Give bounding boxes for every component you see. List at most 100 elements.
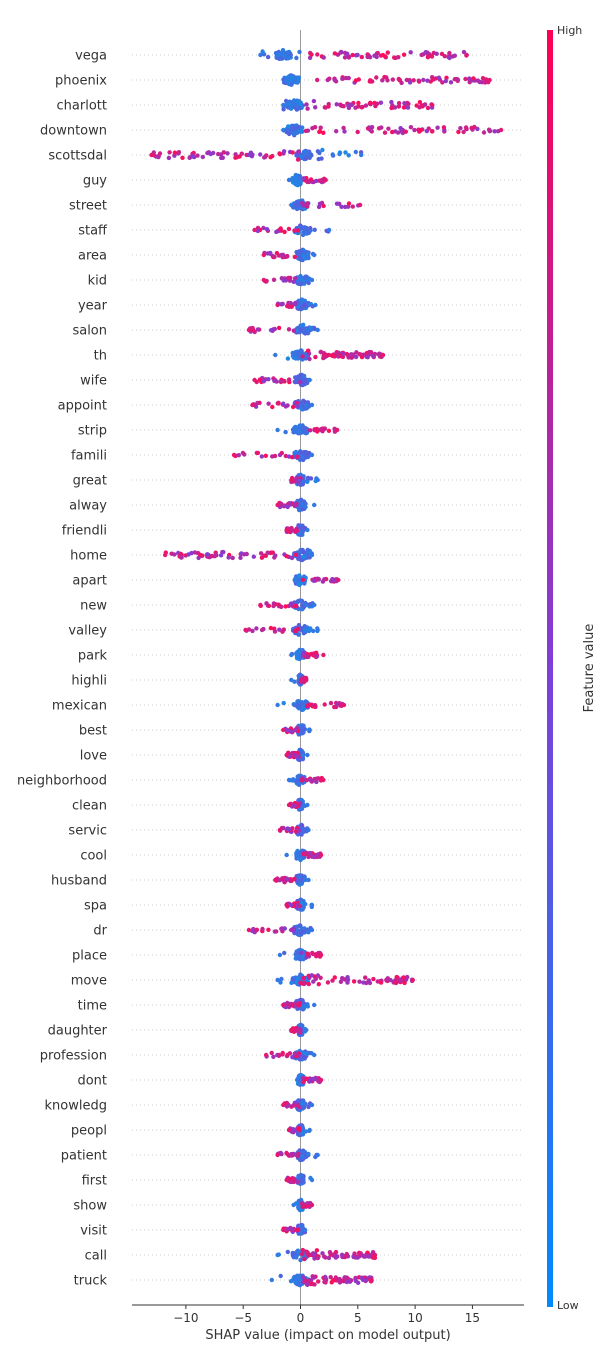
shap-dot [322,577,327,582]
shap-dot [467,76,472,81]
shap-dot [275,1152,280,1158]
shap-dot [469,125,474,131]
shap-dot [357,202,363,208]
shap-dot [357,352,362,357]
shap-dot [260,926,265,932]
shap-dot [278,227,283,232]
colorbar [547,30,553,1307]
shap-dot [180,155,185,160]
shap-dot [487,128,492,134]
feature-label-move: move [71,974,107,989]
shap-dot [263,1052,269,1058]
shap-dot [312,502,317,508]
shap-dot [284,1104,290,1109]
shap-dot [395,130,401,135]
shap-dot [243,627,248,633]
shap-dot [278,1273,283,1279]
shap-dot [301,726,307,731]
shap-dot [290,1055,295,1060]
shap-dot [291,328,296,333]
feature-label-love: love [80,749,107,764]
feature-label-home: home [70,549,107,564]
feature-label-show: show [73,1199,107,1214]
shap-dot [261,252,266,258]
shap-dot [318,349,323,355]
shap-dot [293,829,299,834]
shap-dot [294,1077,300,1083]
shap-dot [192,154,197,160]
feature-label-best: best [79,724,107,739]
shap-dot [297,1028,303,1034]
shap-dot [342,129,347,134]
shap-dot [272,626,277,631]
shap-dot [286,276,291,281]
shap-dot [282,379,287,384]
feature-label-knowledg: knowledg [45,1099,107,1114]
shap-dot [374,51,380,56]
shap-dot [305,802,310,808]
shap-dot [297,1001,302,1006]
shap-dot [313,704,318,710]
shap-dot [422,102,428,107]
shap-dot [379,125,384,130]
feature-label-park: park [78,649,108,664]
shap-dot [302,425,308,431]
shap-dot [372,351,378,357]
shap-dot [322,1254,327,1259]
shap-dot [297,797,303,803]
shap-dot [349,352,354,357]
shap-dot [439,51,445,57]
feature-label-scottsdal: scottsdal [48,149,107,164]
shap-dot [356,100,361,106]
shap-dot [278,379,284,384]
shap-dot [321,55,326,60]
shap-dot [281,127,286,133]
shap-dot [362,1254,367,1259]
shap-dot [176,150,182,155]
shap-dot [343,150,348,155]
shap-dot [305,1004,310,1009]
shap-dot [435,125,440,130]
shap-dot [259,454,264,459]
shap-dot [292,503,297,509]
shap-dot [292,276,298,281]
shap-dot [345,51,350,56]
shap-dot [287,529,293,535]
shap-dot [300,753,305,758]
shap-dot [302,1004,307,1010]
shap-dot [312,227,317,232]
shap-dot [371,976,376,982]
shap-dot [275,427,280,433]
shap-dot [389,99,394,105]
shap-dot [269,1277,274,1283]
shap-dot [350,52,355,58]
shap-dot [357,1251,362,1257]
shap-dot [309,927,315,933]
shap-dot [378,53,384,58]
shap-dot [321,130,326,135]
shap-dot [298,129,303,134]
shap-dot [183,553,188,558]
colorbar-high-label: High [557,24,582,37]
shap-dot [277,627,282,632]
feature-label-time: time [78,999,107,1014]
shap-dot [307,377,312,383]
shap-dot [295,599,301,604]
shap-dot [307,702,312,707]
shap-dot [278,980,283,985]
shap-dot [380,352,386,358]
shap-dot [299,950,304,956]
shap-dot [386,126,391,131]
shap-dot [276,401,281,406]
shap-dot [233,152,238,157]
shap-dot [285,504,290,510]
shap-dot [303,275,308,281]
shap-dot [423,50,428,55]
x-tick-label: 10 [407,1311,422,1325]
shap-dot [366,1254,372,1259]
shap-dot [302,430,308,435]
shap-dot [163,552,168,558]
feature-label-friendli: friendli [62,524,107,539]
shap-dot [271,254,276,260]
shap-dot [298,482,303,487]
